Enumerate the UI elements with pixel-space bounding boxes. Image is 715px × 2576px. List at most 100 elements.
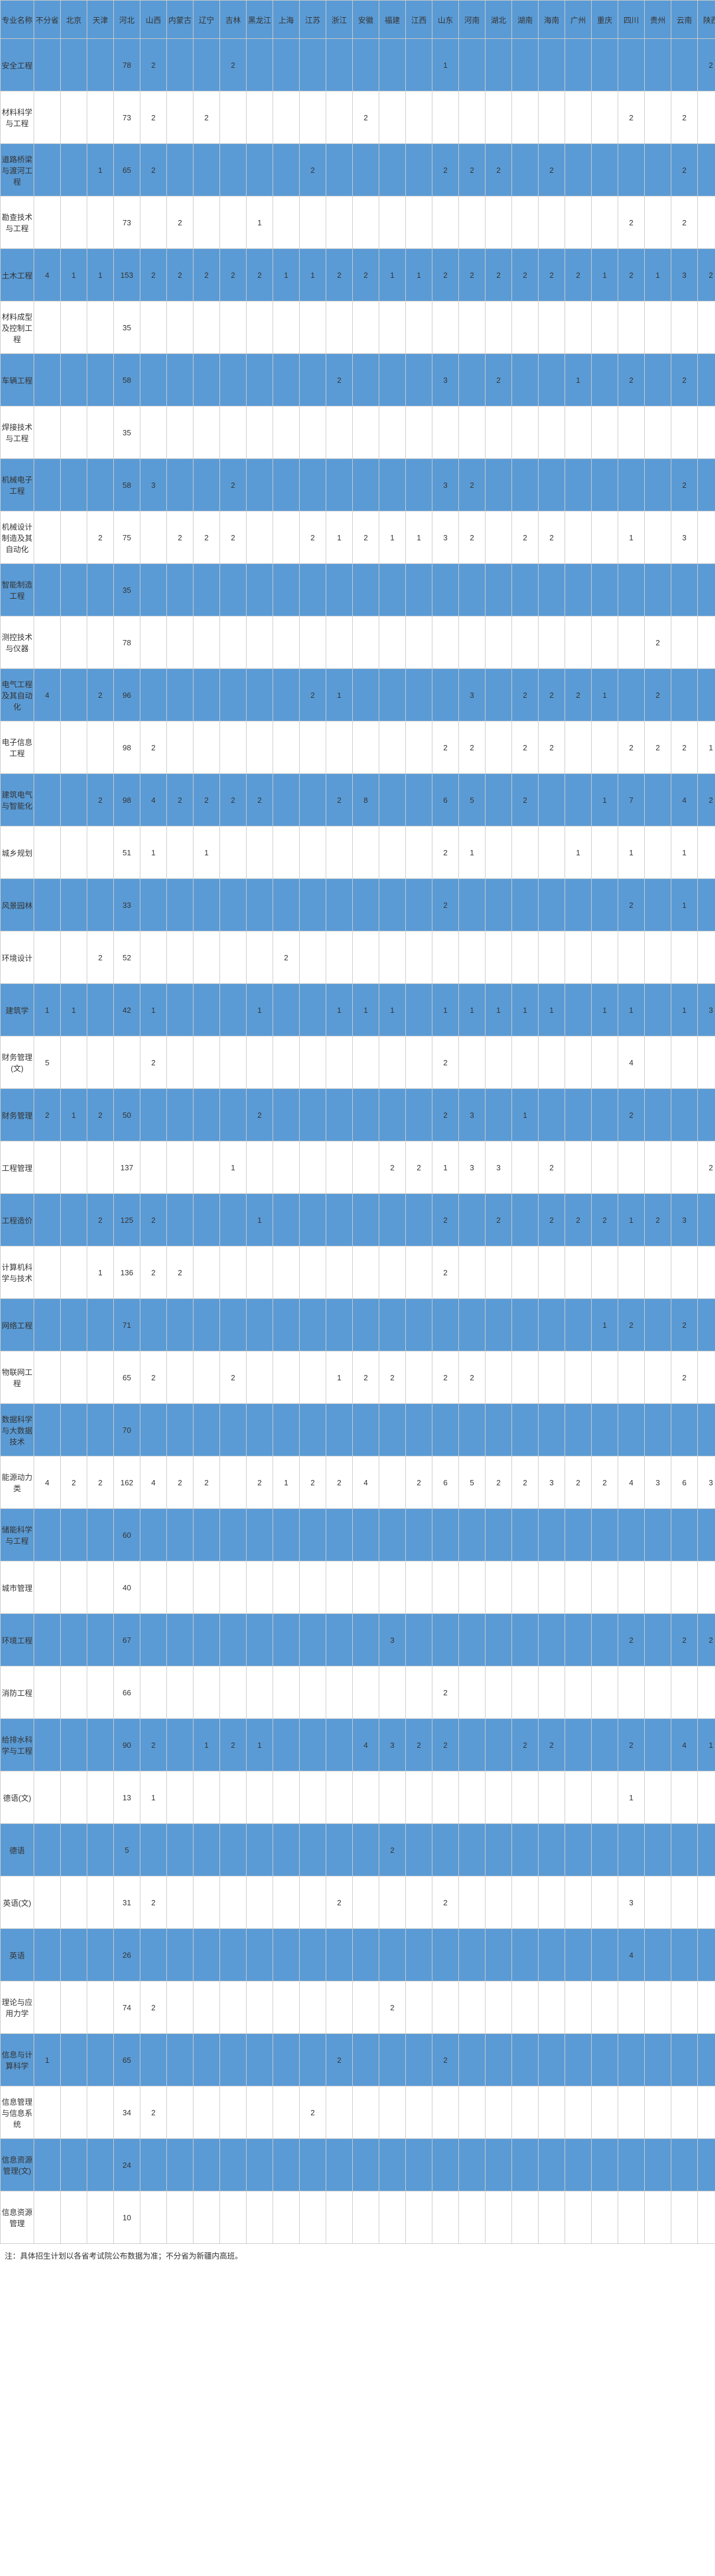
cell-value [167,1824,193,1876]
cell-value [671,1876,698,1929]
cell-value [61,564,87,616]
cell-value [459,1614,486,1666]
cell-value [247,406,273,459]
cell-value: 1 [379,249,406,301]
cell-value [326,564,353,616]
cell-value [645,354,671,406]
cell-value [565,91,592,144]
cell-value [326,1194,353,1246]
cell-value [645,1929,671,1981]
cell-value [406,2034,432,2086]
cell-value [645,1246,671,1299]
cell-value: 74 [114,1981,140,2034]
col-header-province: 天津 [87,1,114,39]
cell-value: 2 [247,774,273,826]
cell-value [140,879,167,931]
cell-value [565,1351,592,1404]
cell-value [379,1509,406,1561]
col-header-province: 陕西 [698,1,715,39]
cell-value [512,196,539,249]
cell-value: 2 [326,1456,353,1509]
cell-value: 2 [273,931,300,984]
cell-value [247,1404,273,1456]
cell-value: 2 [220,774,247,826]
cell-value [353,2034,379,2086]
cell-value [406,984,432,1036]
table-row: 消防工程662 [1,1666,715,1719]
cell-value [34,459,61,511]
cell-value: 2 [512,774,539,826]
cell-value [671,2086,698,2139]
cell-value [273,1036,300,1089]
cell-value [140,511,167,564]
cell-value: 2 [432,1036,459,1089]
cell-value [34,354,61,406]
cell-value [432,1824,459,1876]
cell-value: 3 [432,511,459,564]
cell-value [167,1089,193,1141]
cell-value [459,1876,486,1929]
cell-value [193,144,220,196]
cell-value: 1 [140,1771,167,1824]
cell-value: 2 [353,511,379,564]
major-name: 能源动力类 [1,1456,34,1509]
cell-value: 2 [247,1089,273,1141]
cell-value [565,564,592,616]
cell-value [193,1036,220,1089]
cell-value [87,1719,114,1771]
cell-value: 1 [193,826,220,879]
cell-value: 2 [432,2034,459,2086]
cell-value [273,1561,300,1614]
cell-value: 2 [618,354,645,406]
cell-value [698,1351,715,1404]
cell-value [459,1666,486,1719]
cell-value [406,616,432,669]
cell-value [167,459,193,511]
cell-value [193,1771,220,1824]
cell-value [273,1194,300,1246]
cell-value [618,616,645,669]
cell-value [353,564,379,616]
table-row: 城市管理40 [1,1561,715,1614]
cell-value: 2 [459,1351,486,1404]
cell-value [61,1246,87,1299]
col-header-province: 上海 [273,1,300,39]
table-row: 智能制造工程35 [1,564,715,616]
cell-value: 98 [114,721,140,774]
cell-value: 51 [114,826,140,879]
cell-value [61,91,87,144]
cell-value: 42 [114,984,140,1036]
cell-value [406,1299,432,1351]
cell-value [326,2191,353,2244]
cell-value [220,616,247,669]
cell-value [645,1981,671,2034]
cell-value [592,1561,618,1614]
cell-value [193,931,220,984]
major-name: 财务管理 [1,1089,34,1141]
table-row: 给排水科学与工程902121432222241 [1,1719,715,1771]
cell-value: 2 [247,249,273,301]
cell-value [406,2086,432,2139]
cell-value: 2 [140,1876,167,1929]
cell-value: 2 [486,249,512,301]
cell-value: 2 [300,669,326,721]
cell-value [486,1876,512,1929]
cell-value [565,301,592,354]
major-name: 机械设计制造及其自动化 [1,511,34,564]
cell-value [87,1509,114,1561]
cell-value: 1 [273,249,300,301]
cell-value: 125 [114,1194,140,1246]
cell-value [592,1824,618,1876]
cell-value [539,406,565,459]
cell-value [432,1509,459,1561]
cell-value [34,2191,61,2244]
cell-value [459,616,486,669]
cell-value: 1 [406,511,432,564]
cell-value [406,1614,432,1666]
cell-value [353,931,379,984]
table-row: 信息与计算科学16522 [1,2034,715,2086]
cell-value [539,1771,565,1824]
cell-value: 2 [326,354,353,406]
cell-value: 90 [114,1719,140,1771]
cell-value: 3 [459,1089,486,1141]
